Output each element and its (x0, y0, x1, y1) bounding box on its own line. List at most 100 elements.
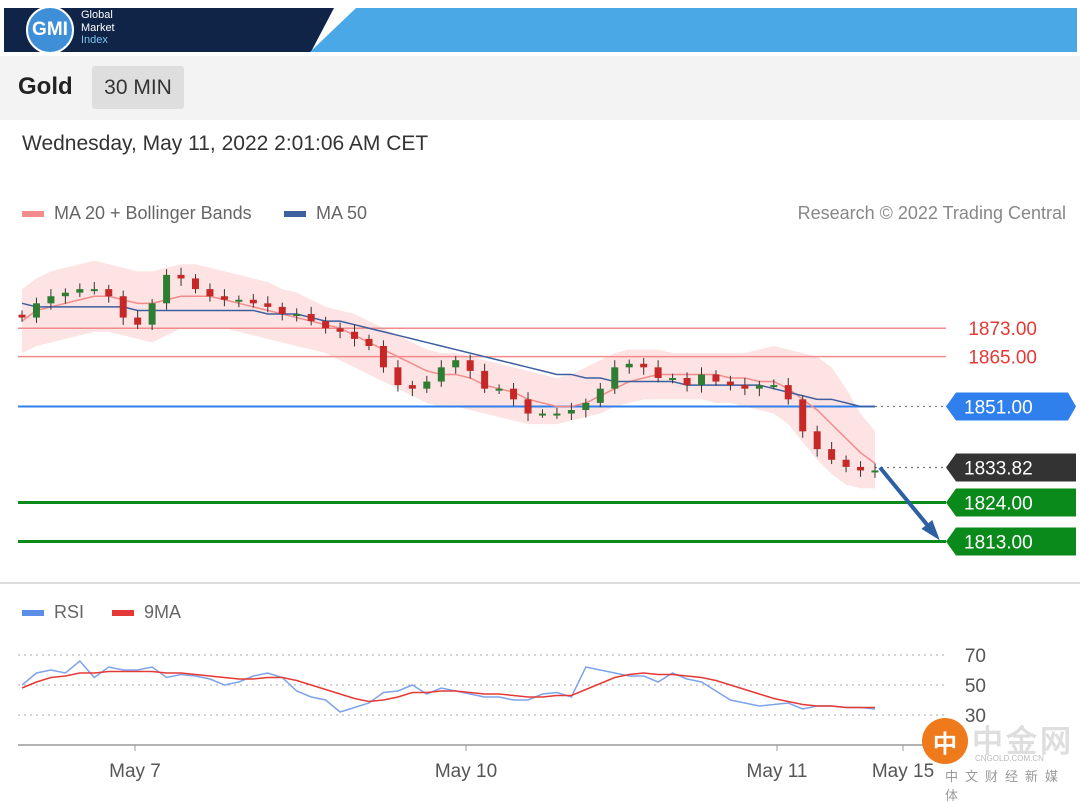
candle-body (712, 374, 720, 382)
candle-body (18, 314, 26, 318)
level-label: 1813.00 (964, 533, 1033, 554)
header-band-blue (310, 8, 1077, 52)
candle-body (394, 367, 402, 386)
level-badge (946, 488, 1076, 517)
candle-body (134, 317, 142, 325)
level-label: 1873.00 (968, 319, 1037, 340)
level-badge (946, 453, 1076, 482)
candle-body (119, 296, 127, 318)
level-label: 1851.00 (964, 397, 1033, 418)
candle-body (336, 328, 344, 332)
candle-body (351, 331, 359, 339)
cngold-logo-icon: 中 (922, 718, 968, 764)
candle-body (842, 459, 850, 467)
instrument-name: Gold (18, 73, 73, 100)
forecast-arrow-head (921, 520, 940, 541)
candle-body (857, 466, 865, 471)
legend-label-rsi: RSI (54, 602, 85, 622)
logo-line-2: Market (81, 21, 115, 34)
level-badge (946, 527, 1076, 556)
candle-body (76, 289, 84, 293)
candle-body (307, 314, 315, 322)
legend-rsi: RSI (22, 602, 84, 623)
rsi-line (21, 659, 876, 713)
candle-body (47, 296, 55, 304)
candle-body (553, 413, 561, 416)
candle-body (726, 381, 734, 386)
level-label: 1833.82 (964, 459, 1033, 480)
ma50-line (21, 302, 875, 408)
rsi-tick-label: 70 (965, 646, 986, 667)
candle-body (683, 378, 691, 386)
candle-body (510, 388, 518, 400)
x-tick-label: May 7 (109, 761, 161, 782)
candle-body (567, 410, 575, 414)
legend-ma20-bb: MA 20 + Bollinger Bands (22, 203, 252, 224)
candle-body (770, 385, 778, 388)
candle-body (148, 303, 156, 325)
candle-body (61, 292, 69, 297)
candle-body (466, 360, 474, 371)
level-badge (946, 392, 1076, 421)
candle-body (625, 363, 633, 368)
candle-body (871, 470, 879, 473)
candle-body (495, 388, 503, 391)
legend-ma50: MA 50 (284, 203, 367, 224)
candle-body (437, 367, 445, 382)
candle-body (408, 385, 416, 389)
candle-body (654, 367, 662, 378)
level-label: 1865.00 (968, 348, 1037, 369)
candle-body (799, 399, 807, 432)
candle-body (784, 385, 792, 400)
watermark-url: CNGOLD.COM.CN (975, 754, 1044, 763)
candle-body (177, 274, 185, 279)
candle-body (524, 399, 532, 414)
candle-body (32, 303, 40, 318)
candle-body (481, 370, 489, 389)
candle-body (828, 449, 836, 460)
x-tick-label: May 10 (435, 761, 497, 782)
rsi-tick-label: 30 (965, 706, 986, 727)
x-tick-label: May 15 (872, 761, 934, 782)
candle-body (365, 338, 373, 346)
gmi-logo-text: Global Market Index (81, 9, 115, 47)
candle-body (538, 413, 546, 416)
candle-body (220, 296, 228, 300)
legend-rsi-ma: 9MA (112, 602, 181, 623)
candle-body (206, 289, 214, 297)
candle-body (813, 431, 821, 450)
research-credit: Research © 2022 Trading Central (797, 203, 1066, 223)
x-tick-label: May 11 (747, 761, 808, 782)
legend-swatch-ma20 (22, 210, 44, 217)
legend-label-rsi-ma: 9MA (144, 602, 182, 622)
logo-line-3: Index (81, 34, 108, 46)
candle-body (423, 381, 431, 389)
rsi-ma-line (21, 670, 875, 709)
timeframe-button[interactable]: 30 MIN (92, 66, 184, 109)
candle-body (163, 274, 171, 304)
forecast-arrow-shaft (878, 466, 938, 537)
candle-body (596, 388, 604, 403)
candle-body (105, 289, 113, 297)
rsi-tick-label: 50 (965, 676, 986, 697)
candle-body (264, 303, 272, 307)
candle-body (452, 360, 460, 368)
logo-line-1: Global (81, 9, 113, 21)
legend-swatch-rsi (22, 609, 44, 616)
candle-body (191, 278, 199, 290)
candle-body (322, 321, 330, 329)
candle-body (379, 346, 387, 368)
candle-body (235, 299, 243, 302)
candle-body (669, 378, 677, 380)
candle-body (293, 314, 301, 316)
candle-body (741, 385, 749, 389)
legend-label-ma20: MA 20 + Bollinger Bands (54, 203, 252, 223)
candle-body (249, 299, 257, 304)
watermark-slogan: 中文财经新媒体 (945, 769, 1066, 803)
candle-body (640, 363, 648, 368)
candle-body (582, 402, 590, 410)
legend-swatch-ma50 (284, 210, 306, 217)
gmi-logo[interactable]: GMI (26, 6, 74, 54)
header-bar (0, 0, 1080, 56)
